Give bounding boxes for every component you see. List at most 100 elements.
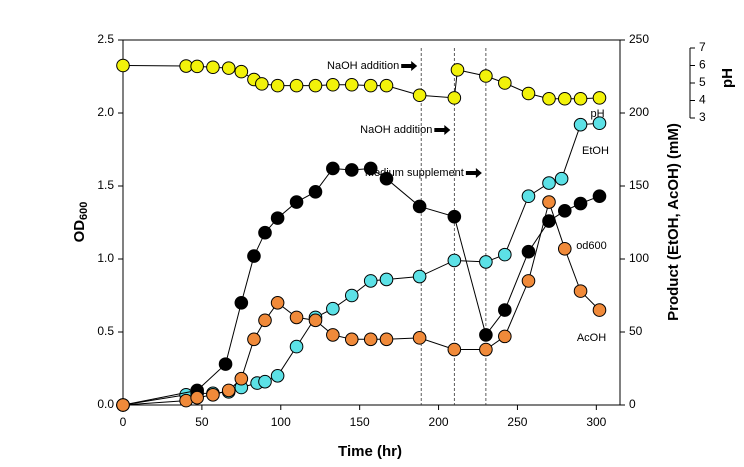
- annotation-arrow: [465, 168, 482, 178]
- data-point: [344, 288, 359, 303]
- data-point: [308, 313, 323, 328]
- data-point: [326, 77, 340, 92]
- data-point: [447, 91, 462, 105]
- x-tick-label: 100: [271, 415, 291, 429]
- data-point: [573, 91, 588, 106]
- data-point: [289, 78, 304, 93]
- data-point: [447, 209, 462, 224]
- data-point: [308, 78, 323, 93]
- y3-axis-title: pH: [719, 68, 736, 88]
- data-point: [270, 78, 285, 93]
- data-point: [592, 116, 607, 131]
- data-point: [247, 332, 261, 347]
- x-axis-title: Time (hr): [338, 443, 402, 460]
- series-label: EtOH: [582, 145, 609, 157]
- data-point: [344, 332, 359, 347]
- data-point: [234, 296, 249, 310]
- data-point: [557, 91, 572, 106]
- data-point: [557, 241, 572, 256]
- data-point: [479, 328, 493, 342]
- y3-tick-label: 4: [699, 93, 706, 107]
- data-point: [557, 204, 572, 218]
- data-point: [221, 61, 236, 75]
- x-tick-label: 150: [350, 415, 370, 429]
- annotation: NaOH addition: [327, 60, 399, 72]
- y2-tick-label: 50: [629, 324, 643, 338]
- x-tick-label: 200: [429, 415, 449, 429]
- y-tick-label: 0.5: [97, 324, 114, 338]
- data-point: [116, 398, 130, 412]
- y-tick-label: 0.0: [97, 397, 114, 411]
- data-point: [363, 161, 378, 176]
- x-tick-label: 50: [195, 415, 209, 429]
- data-point: [521, 189, 536, 204]
- data-point: [326, 301, 340, 316]
- data-point: [542, 176, 556, 190]
- data-point: [270, 296, 285, 310]
- data-point: [479, 69, 493, 83]
- series-line: [122, 167, 600, 406]
- series-line: [122, 122, 600, 406]
- data-point: [289, 339, 304, 354]
- data-point: [379, 272, 394, 287]
- data-point: [289, 195, 304, 209]
- data-point: [326, 161, 340, 176]
- data-point: [521, 274, 536, 288]
- data-point: [542, 91, 556, 106]
- y-axis-title-main: OD: [71, 220, 88, 243]
- y-tick-label: 2.5: [97, 32, 114, 46]
- data-point: [592, 303, 607, 317]
- data-point: [116, 58, 130, 73]
- data-point: [542, 195, 556, 209]
- data-point: [573, 196, 588, 211]
- y2-axis-title: Product (EtOH, AcOH) (mM): [665, 123, 682, 321]
- data-point: [258, 374, 272, 389]
- data-point: [379, 78, 394, 93]
- series-label: od600: [576, 240, 607, 252]
- x-tick-label: 250: [507, 415, 527, 429]
- y2-tick-label: 100: [629, 251, 649, 265]
- y3-tick-label: 7: [699, 40, 706, 54]
- y2-tick-label: 200: [629, 105, 649, 119]
- data-point: [206, 60, 220, 75]
- data-point: [573, 117, 588, 132]
- data-point: [234, 64, 249, 79]
- data-point: [498, 303, 512, 317]
- data-point: [498, 329, 512, 344]
- data-point: [218, 357, 233, 371]
- y3-tick-label: 6: [699, 58, 706, 72]
- data-point: [412, 88, 427, 103]
- data-point: [592, 189, 607, 204]
- data-point: [363, 332, 378, 347]
- data-point: [308, 185, 323, 199]
- data-point: [190, 59, 204, 74]
- data-point: [270, 369, 285, 383]
- y-tick-label: 1.0: [97, 251, 114, 265]
- data-point: [344, 77, 359, 92]
- data-point: [363, 274, 378, 288]
- data-point: [498, 76, 512, 90]
- data-point: [479, 342, 493, 357]
- annotation: NaOH addition: [360, 124, 432, 136]
- data-point: [270, 211, 285, 225]
- data-point: [234, 371, 249, 386]
- data-point: [379, 332, 394, 347]
- data-point: [447, 253, 462, 268]
- y2-tick-label: 150: [629, 178, 649, 192]
- data-point: [247, 249, 261, 263]
- data-point: [344, 163, 359, 177]
- x-tick-label: 300: [586, 415, 606, 429]
- data-point: [258, 313, 272, 328]
- x-tick-label: 0: [120, 415, 127, 429]
- annotation-arrow: [401, 61, 418, 71]
- y2-tick-label: 250: [629, 32, 649, 46]
- data-point: [255, 77, 269, 91]
- data-point: [206, 387, 220, 402]
- annotation: Medium supplement: [365, 167, 464, 179]
- data-point: [450, 63, 465, 77]
- data-point: [479, 255, 493, 269]
- y3-tick-label: 5: [699, 75, 706, 89]
- data-point: [363, 78, 378, 93]
- data-point: [521, 244, 536, 259]
